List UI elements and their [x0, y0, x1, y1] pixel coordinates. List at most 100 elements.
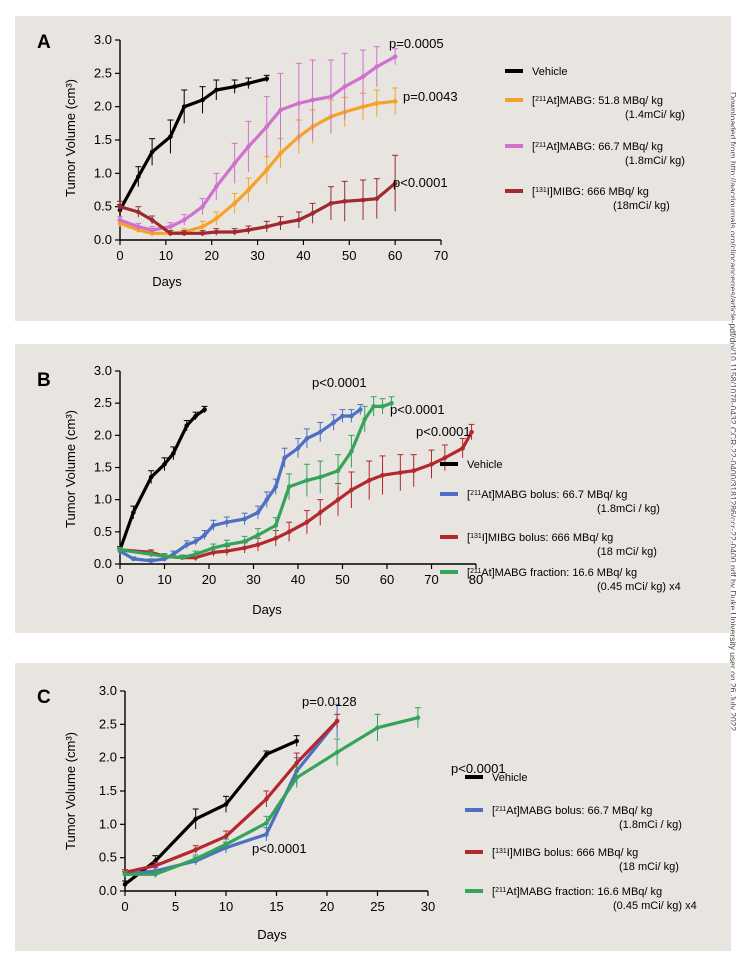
data-point-b-2-6 [224, 548, 230, 554]
data-point-a-2-13 [328, 94, 334, 99]
data-point-b-3-18 [389, 400, 394, 406]
y-tick-label-a-2: 1.0 [94, 165, 112, 180]
series-line-b-1 [118, 407, 362, 563]
data-point-c-2-3 [223, 834, 229, 839]
x-tick-label-a-4: 40 [296, 248, 310, 263]
series-line-a-3 [118, 181, 397, 235]
svg-text:[211At]MABG fraction: 16.6 MBq: [211At]MABG fraction: 16.6 MBq/ kg [492, 886, 662, 898]
data-point-b-2-22 [469, 429, 474, 435]
data-point-a-0-2 [149, 149, 155, 155]
data-point-a-1-8 [246, 187, 251, 193]
data-point-c-0-3 [223, 802, 229, 807]
annotation-b-2: p<0.0001 [390, 402, 445, 417]
data-point-a-3-5 [200, 231, 205, 236]
data-point-a-3-0 [117, 204, 123, 209]
data-point-a-2-8 [246, 144, 251, 149]
data-point-b-1-7 [202, 532, 207, 538]
data-point-a-2-6 [214, 184, 219, 189]
data-point-b-1-14 [282, 455, 287, 461]
data-point-a-3-9 [264, 224, 270, 229]
series-line-a-2 [118, 55, 397, 232]
y-tick-label-b-0: 0.0 [94, 556, 112, 571]
series-line-a-0 [118, 77, 269, 212]
data-point-b-3-6 [224, 542, 230, 547]
y-tick-label-c-0: 0.0 [99, 883, 117, 898]
y-tick-label-b-2: 1.0 [94, 492, 112, 507]
data-point-a-2-5 [200, 204, 205, 209]
data-point-a-3-15 [360, 197, 366, 203]
legend-b-mibg-bolus: [131I]MIBG bolus: 666 MBq/ kg (18 mCi/ k… [440, 532, 657, 558]
plot-a: 0.0 0.5 1.0 1.5 2.0 2.5 3.0 0 10 20 30 40 50 60 70 [94, 32, 448, 263]
x-tick-label-c-1: 5 [172, 899, 179, 914]
legend-a-at66: [211At]MABG: 66.7 MBq/ kg (1.8mCi/ kg) [505, 141, 685, 167]
y-tick-label-b-3: 1.5 [94, 460, 112, 475]
series-b-1 [117, 403, 364, 564]
series-line-b-3 [118, 401, 393, 560]
data-point-a-2-16 [374, 64, 380, 69]
x-tick-label-a-7: 70 [434, 248, 448, 263]
data-point-b-2-14 [349, 487, 354, 493]
series-c-0 [122, 735, 300, 888]
svg-text:(1.8mCi/ kg): (1.8mCi/ kg) [625, 155, 685, 167]
data-point-b-3-7 [242, 539, 247, 544]
data-point-b-3-16 [371, 404, 376, 409]
data-point-b-3-8 [255, 532, 261, 538]
data-point-a-2-10 [278, 107, 283, 113]
data-point-a-3-2 [149, 217, 155, 223]
series-c-3 [122, 707, 421, 878]
data-point-a-2-17 [392, 54, 398, 59]
data-point-b-0-5 [184, 423, 190, 428]
data-point-b-1-8 [211, 523, 216, 528]
x-tick-label-b-6: 60 [380, 572, 394, 587]
data-point-b-1-13 [273, 484, 279, 490]
y-tick-label-b-4: 2.0 [94, 427, 112, 442]
data-point-b-2-21 [460, 445, 465, 451]
y-tick-label-c-6: 3.0 [99, 683, 117, 698]
data-point-a-3-11 [296, 217, 302, 223]
data-point-a-3-8 [246, 227, 251, 233]
data-point-a-3-14 [342, 199, 348, 204]
legend-a-vehicle: Vehicle [505, 66, 567, 78]
series-b-0 [117, 405, 208, 554]
panel-b: B 0.0 0.5 1.0 1.5 2.0 2.5 3.0 0 10 20 30 40 50 60 70 80… [15, 344, 731, 633]
data-point-b-2-11 [304, 519, 310, 525]
data-point-a-1-17 [392, 99, 398, 104]
data-point-c-2-2 [193, 847, 198, 852]
data-point-b-2-19 [429, 461, 434, 467]
svg-text:(1.4mCi/ kg): (1.4mCi/ kg) [625, 109, 685, 121]
data-point-a-2-9 [264, 124, 270, 129]
data-point-b-1-15 [295, 445, 301, 451]
data-point-c-3-6 [334, 750, 340, 755]
data-point-c-0-2 [193, 816, 198, 822]
data-point-a-1-9 [264, 167, 270, 173]
data-point-a-2-2 [149, 227, 155, 233]
data-point-c-3-4 [264, 820, 269, 826]
series-a-1 [117, 87, 399, 236]
data-point-b-2-7 [242, 545, 247, 551]
legend-c-at-fraction: [211At]MABG fraction: 16.6 MBq/ kg (0.45… [465, 886, 697, 912]
annotation-c-1: p=0.0128 [302, 694, 357, 709]
legend-c-mibg-bolus: [131I]MIBG bolus: 666 MBq/ kg (18 mCi/ k… [465, 847, 679, 873]
data-point-a-0-4 [181, 104, 187, 109]
annotation-c-2: p<0.0001 [252, 841, 307, 856]
svg-text:(18 mCi/ kg): (18 mCi/ kg) [597, 546, 657, 558]
legend-b: Vehicle [211At]MABG bolus: 66.7 MBq/ kg … [440, 459, 681, 593]
data-point-b-2-15 [366, 478, 372, 483]
data-point-b-2-9 [273, 535, 279, 541]
data-point-a-3-16 [374, 196, 380, 201]
data-point-b-2-10 [286, 529, 292, 535]
annotation-c-3: p<0.0001 [451, 761, 506, 776]
series-a-0 [117, 74, 270, 216]
data-point-b-1-19 [340, 413, 345, 419]
data-point-a-3-6 [214, 229, 219, 235]
data-point-a-3-13 [328, 201, 334, 206]
y-tick-label-c-4: 2.0 [99, 750, 117, 765]
data-point-a-2-3 [168, 224, 173, 229]
data-point-c-0-5 [294, 738, 300, 744]
data-point-c-2-4 [264, 796, 269, 802]
data-point-b-3-9 [273, 523, 279, 528]
data-point-b-2-13 [335, 497, 341, 502]
x-tick-label-c-6: 30 [421, 899, 435, 914]
series-c-2 [122, 713, 341, 875]
x-tick-label-b-3: 30 [246, 572, 260, 587]
